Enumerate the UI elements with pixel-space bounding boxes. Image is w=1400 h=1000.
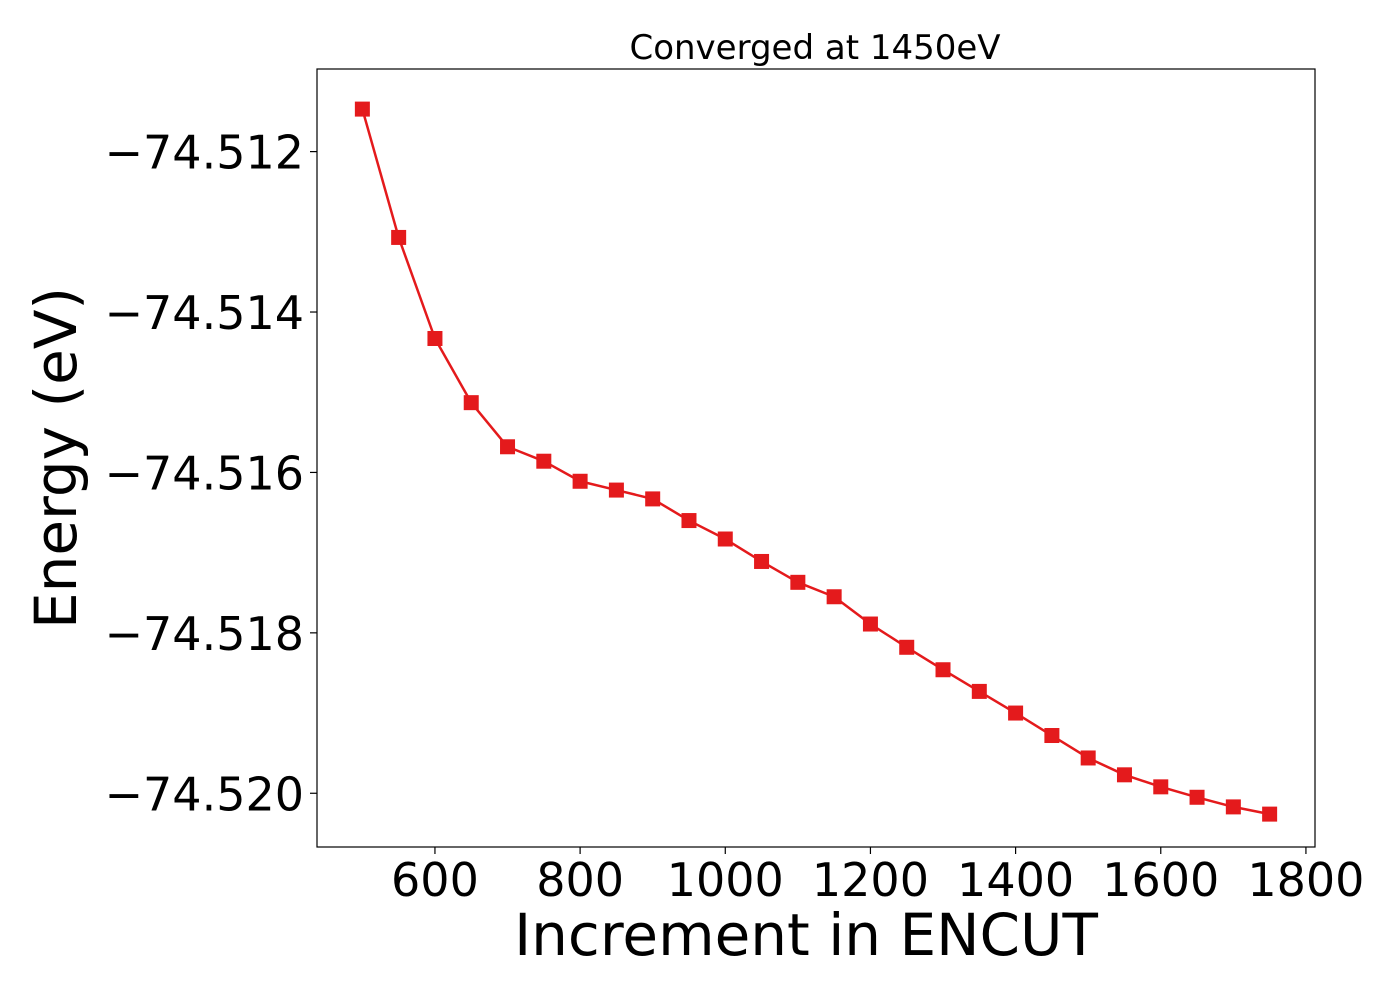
x-tick: 1000 xyxy=(667,847,784,907)
data-point xyxy=(717,531,733,547)
data-point xyxy=(463,395,479,411)
data-point xyxy=(427,330,443,346)
y-tick: −74.516 xyxy=(105,446,317,500)
y-axis: −74.512 −74.514 −74.516 −74.518 −74.520 xyxy=(105,126,317,821)
data-point xyxy=(971,683,987,699)
x-tick: 800 xyxy=(536,847,624,907)
y-tick-label: −74.518 xyxy=(105,607,305,661)
data-point xyxy=(1080,750,1096,766)
chart-title: Converged at 1450eV xyxy=(629,28,1000,68)
x-axis: 600 800 1000 1200 1400 1600 1800 xyxy=(391,847,1364,907)
data-point xyxy=(681,513,697,529)
x-axis-label: Increment in ENCUT xyxy=(514,901,1098,969)
data-point xyxy=(1153,779,1169,795)
y-tick: −74.518 xyxy=(105,607,317,661)
x-tick-label: 1800 xyxy=(1247,853,1364,907)
data-point xyxy=(645,491,661,507)
data-point xyxy=(1008,705,1024,721)
plot-area xyxy=(316,68,1316,848)
y-tick: −74.520 xyxy=(105,767,317,821)
y-tick-label: −74.520 xyxy=(105,767,305,821)
y-axis-label: Energy (eV) xyxy=(22,287,90,629)
data-point xyxy=(826,589,842,605)
data-point xyxy=(1044,728,1060,744)
x-tick-label: 800 xyxy=(536,853,624,907)
x-tick-label: 1200 xyxy=(812,853,929,907)
data-point xyxy=(862,616,878,632)
series-line xyxy=(361,107,1271,816)
plot-frame xyxy=(316,68,1316,848)
data-point xyxy=(1225,799,1241,815)
data-point xyxy=(536,453,552,469)
data-point xyxy=(1262,806,1278,822)
x-tick-label: 1000 xyxy=(667,853,784,907)
y-tick-label: −74.514 xyxy=(105,286,305,340)
y-tick: −74.512 xyxy=(105,126,317,180)
data-point xyxy=(608,482,624,498)
x-tick: 1400 xyxy=(957,847,1074,907)
x-tick: 1200 xyxy=(812,847,929,907)
data-point xyxy=(790,574,806,590)
data-point xyxy=(1189,789,1205,805)
data-point xyxy=(935,662,951,678)
x-tick: 1800 xyxy=(1247,847,1364,907)
y-tick: −74.514 xyxy=(105,286,317,340)
series-layer xyxy=(354,101,1278,822)
data-point xyxy=(1116,767,1132,783)
x-tick: 600 xyxy=(391,847,479,907)
data-point xyxy=(391,229,407,245)
data-point xyxy=(500,439,516,455)
x-tick-label: 1400 xyxy=(957,853,1074,907)
data-point xyxy=(354,101,370,117)
data-point xyxy=(754,553,770,569)
data-point xyxy=(899,639,915,655)
x-tick: 1600 xyxy=(1102,847,1219,907)
y-tick-label: −74.516 xyxy=(105,446,305,500)
y-tick-label: −74.512 xyxy=(105,126,305,180)
x-tick-label: 600 xyxy=(391,853,479,907)
x-tick-label: 1600 xyxy=(1102,853,1219,907)
data-point xyxy=(572,473,588,489)
